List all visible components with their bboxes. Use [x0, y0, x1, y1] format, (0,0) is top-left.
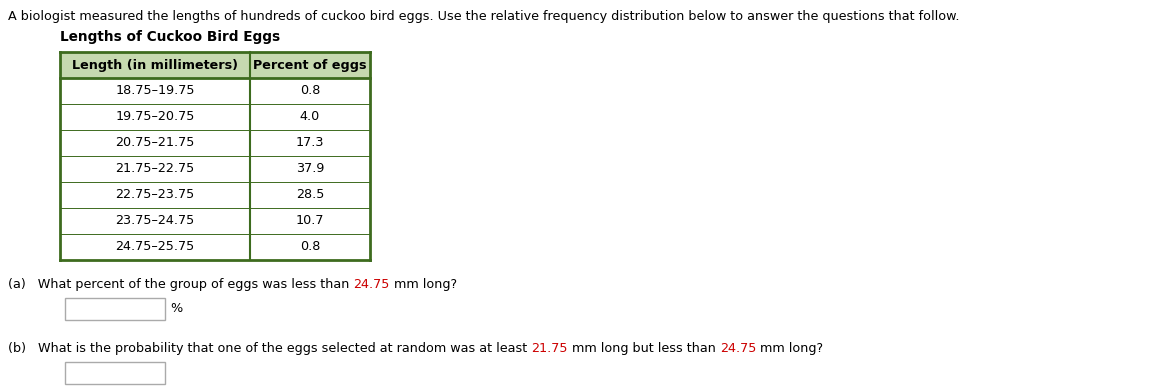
Text: A biologist measured the lengths of hundreds of cuckoo bird eggs. Use the relati: A biologist measured the lengths of hund…	[8, 10, 959, 23]
Text: (a)   What percent of the group of eggs was less than: (a) What percent of the group of eggs wa…	[8, 278, 354, 291]
Bar	[60, 52, 370, 78]
Text: 24.75–25.75: 24.75–25.75	[115, 240, 194, 253]
Text: 0.8: 0.8	[300, 84, 321, 97]
Text: 21.75–22.75: 21.75–22.75	[115, 163, 194, 176]
Text: mm long?: mm long?	[756, 342, 823, 355]
Text: 4.0: 4.0	[300, 111, 321, 124]
Text: 21.75: 21.75	[531, 342, 568, 355]
Text: 22.75–23.75: 22.75–23.75	[115, 188, 194, 201]
Text: 0.8: 0.8	[300, 240, 321, 253]
Text: 37.9: 37.9	[295, 163, 324, 176]
Text: 20.75–21.75: 20.75–21.75	[115, 136, 194, 149]
Text: Lengths of Cuckoo Bird Eggs: Lengths of Cuckoo Bird Eggs	[60, 30, 280, 44]
Bar	[65, 362, 165, 384]
Text: Length (in millimeters): Length (in millimeters)	[72, 59, 238, 72]
Text: mm long?: mm long?	[390, 278, 457, 291]
Text: mm long but less than: mm long but less than	[568, 342, 719, 355]
Text: 24.75: 24.75	[719, 342, 756, 355]
Text: 24.75: 24.75	[354, 278, 390, 291]
Text: 19.75–20.75: 19.75–20.75	[115, 111, 194, 124]
Text: 18.75–19.75: 18.75–19.75	[115, 84, 194, 97]
Text: 23.75–24.75: 23.75–24.75	[115, 215, 194, 228]
Text: 28.5: 28.5	[295, 188, 324, 201]
Text: %: %	[170, 303, 183, 316]
Bar	[65, 298, 165, 320]
Text: 17.3: 17.3	[295, 136, 324, 149]
Text: Percent of eggs: Percent of eggs	[253, 59, 367, 72]
Text: (b)   What is the probability that one of the eggs selected at random was at lea: (b) What is the probability that one of …	[8, 342, 531, 355]
Text: 10.7: 10.7	[295, 215, 324, 228]
